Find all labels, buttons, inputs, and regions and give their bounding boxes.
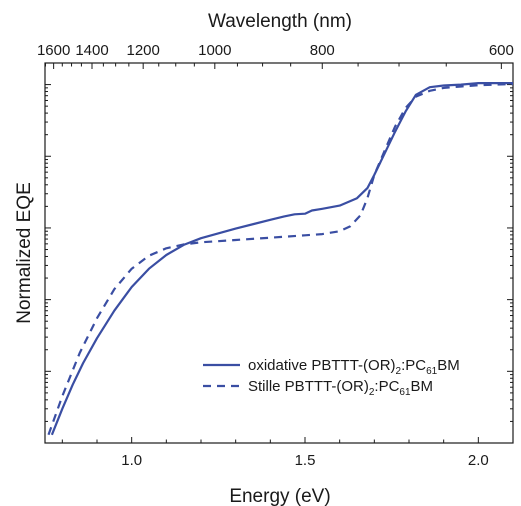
legend-label-oxidative: oxidative PBTTT-(OR)2:PC61BM	[248, 357, 460, 377]
y-axis-ticks	[45, 62, 513, 444]
legend: oxidative PBTTT-(OR)2:PC61BM Stille PBTT…	[203, 357, 460, 398]
plot-frame	[44, 62, 514, 444]
series-line-1	[47, 82, 514, 436]
x-axis-label: Energy (eV)	[229, 486, 330, 506]
bottom-axis-ticks: 1.0 1.5 2.0	[61, 437, 514, 469]
top-tick-label: 1400	[75, 42, 108, 59]
top-axis-label: Wavelength (nm)	[208, 11, 352, 32]
top-tick-label: 1600	[37, 42, 70, 59]
x-tick-label: 1.0	[121, 452, 142, 469]
legend-label-stille: Stille PBTTT-(OR)2:PC61BM	[248, 378, 433, 398]
top-tick-label: 1200	[126, 42, 159, 59]
top-tick-label: 1000	[198, 42, 231, 59]
top-tick-label: 800	[310, 42, 335, 59]
top-tick-label: 600	[489, 42, 514, 59]
series-line-0	[50, 81, 513, 436]
x-tick-label: 1.5	[295, 452, 316, 469]
series-layer	[47, 81, 514, 436]
y-axis-label: Normalized EQE	[14, 182, 35, 324]
x-tick-label: 2.0	[468, 452, 489, 469]
top-axis-ticks: 1600 1400 1200 1000 800 600	[37, 42, 514, 69]
